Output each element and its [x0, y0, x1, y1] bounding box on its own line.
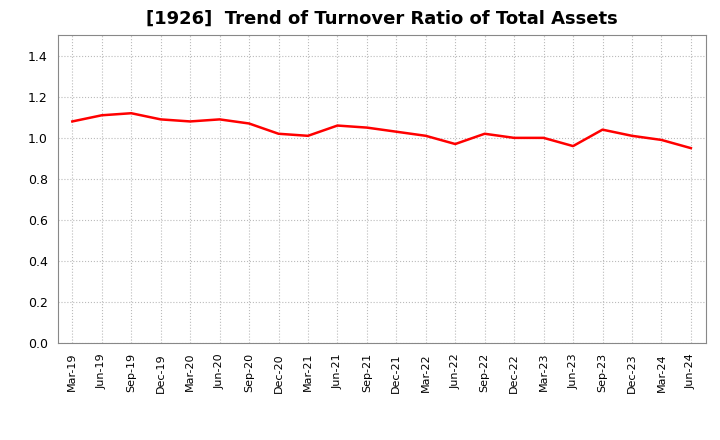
Title: [1926]  Trend of Turnover Ratio of Total Assets: [1926] Trend of Turnover Ratio of Total …	[145, 10, 618, 28]
